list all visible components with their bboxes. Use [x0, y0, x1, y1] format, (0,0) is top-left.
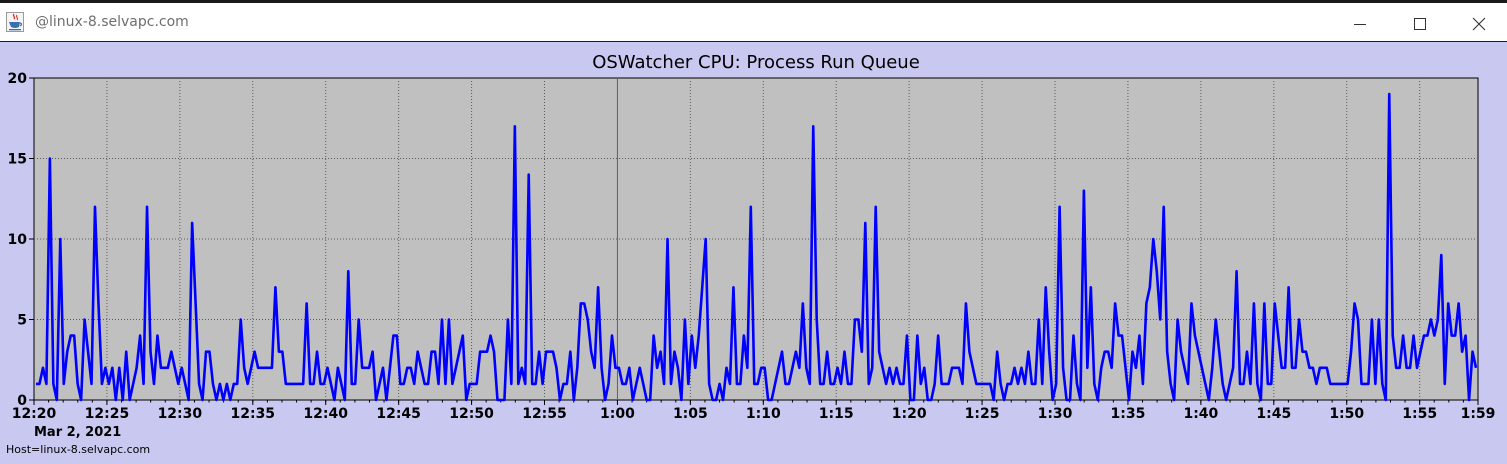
chart-title: OSWatcher CPU: Process Run Queue [592, 52, 920, 73]
x-axis: 12:20 12:25 12:30 12:35 12:40 12:45 12:50 12:55… [12, 400, 1496, 422]
y-tick-label: 0 [17, 393, 27, 409]
x-tick-label: 12:50 [449, 406, 494, 422]
x-tick-label: 1:55 [1402, 406, 1437, 422]
x-tick-label: 12:45 [376, 406, 421, 422]
title-bar[interactable]: @linux-8.selvapc.com [0, 3, 1507, 42]
x-axis-date-label: Mar 2, 2021 [34, 425, 121, 440]
run-queue-series-line [36, 92, 1478, 402]
x-tick-label: 1:35 [1111, 406, 1146, 422]
y-tick-label: 10 [8, 232, 28, 248]
top-border [0, 0, 1507, 3]
maximize-icon [1414, 18, 1426, 30]
x-tick-label: 12:35 [230, 406, 275, 422]
x-tick-label: 1:15 [819, 406, 854, 422]
x-tick-label: 12:25 [85, 406, 130, 422]
x-tick-label: 1:20 [892, 406, 927, 422]
run-queue-chart: OSWatcher CPU: Process Run Queue 0 5 10 15 2… [8, 52, 1496, 440]
x-tick-label: 1:25 [965, 406, 1000, 422]
x-tick-label: 1:40 [1183, 406, 1218, 422]
y-tick-label: 15 [8, 152, 27, 168]
y-tick-label: 5 [17, 313, 27, 329]
x-tick-label: 1:50 [1329, 406, 1364, 422]
x-tick-label: 1:00 [600, 406, 635, 422]
x-tick-label: 12:40 [303, 406, 348, 422]
x-tick-label: 1:59 [1461, 406, 1496, 422]
x-tick-label: 12:20 [12, 406, 57, 422]
x-tick-label: 1:30 [1038, 406, 1073, 422]
x-tick-label: 12:55 [522, 406, 567, 422]
host-label: Host=linux-8.selvapc.com [6, 443, 151, 456]
y-tick-label: 20 [8, 71, 28, 87]
x-tick-label: 1:10 [746, 406, 781, 422]
java-cup-icon [6, 12, 24, 32]
minimize-button[interactable] [1342, 6, 1388, 42]
close-icon [1472, 17, 1486, 31]
close-button[interactable] [1451, 6, 1497, 42]
maximize-button[interactable] [1396, 6, 1442, 42]
x-tick-label: 1:45 [1256, 406, 1291, 422]
y-axis: 0 5 10 15 20 [8, 71, 34, 409]
x-tick-label: 1:05 [673, 406, 708, 422]
window-title: @linux-8.selvapc.com [35, 14, 189, 30]
x-tick-label: 12:30 [158, 406, 203, 422]
